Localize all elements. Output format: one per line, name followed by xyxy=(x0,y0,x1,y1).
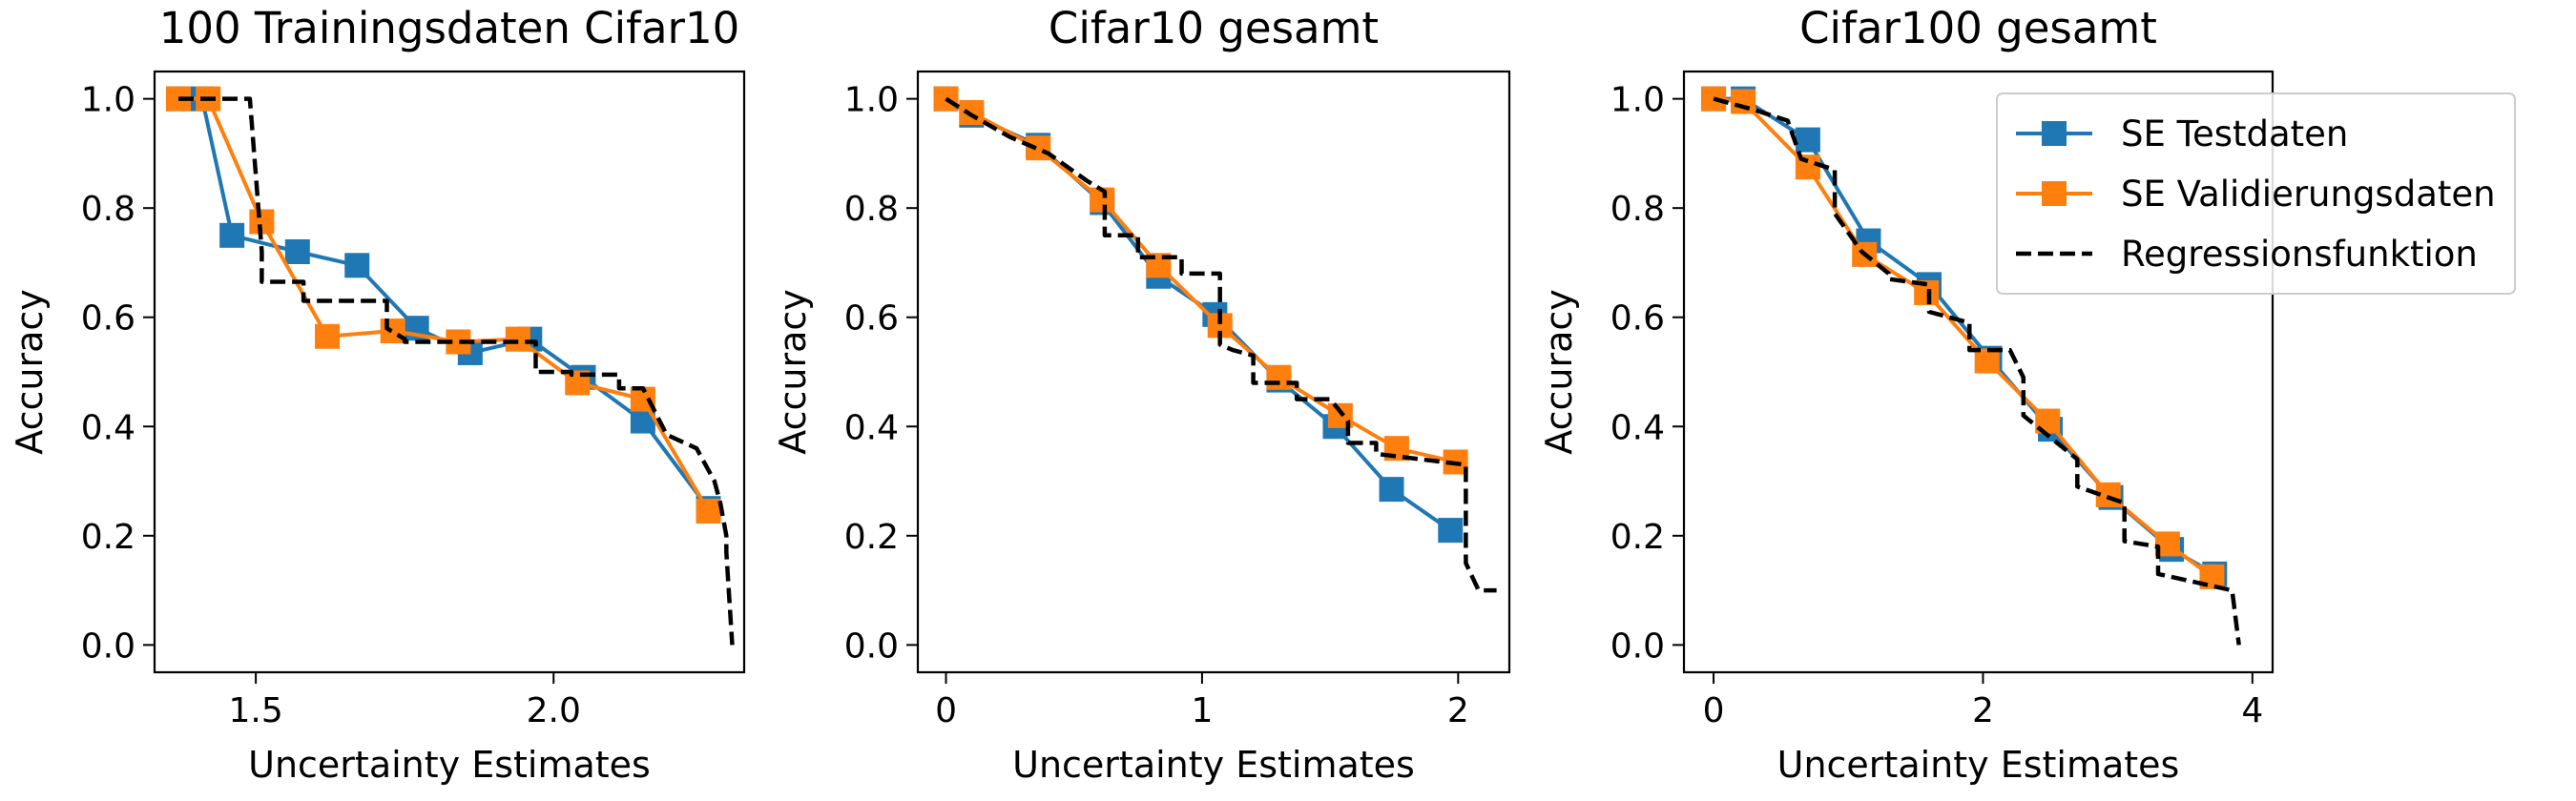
x-tick-label: 4 xyxy=(2241,691,2263,730)
x-tick-label: 2.0 xyxy=(527,691,581,730)
x-axis-label: Uncertainty Estimates xyxy=(1777,744,2180,786)
legend-frame xyxy=(1996,92,2516,295)
legend-label: Regressionsfunktion xyxy=(2121,234,2478,275)
x-tick-label: 2 xyxy=(1972,691,1994,730)
x-tick-label: 1.5 xyxy=(228,691,282,730)
y-axis-label: Accuracy xyxy=(772,289,814,455)
x-axis-label: Uncertainty Estimates xyxy=(1012,744,1415,786)
y-tick-label: 0.2 xyxy=(844,518,899,557)
axes-frame xyxy=(153,70,746,674)
legend-marker xyxy=(2042,121,2067,146)
chart-title: Cifar100 gesamt xyxy=(1799,3,2157,53)
chart-title: Cifar10 gesamt xyxy=(1049,3,1379,53)
axes-frame xyxy=(916,70,1511,674)
series-line-se-validierungsdaten xyxy=(945,96,1457,464)
series-line-se-testdaten xyxy=(945,96,1452,532)
data-point-marker xyxy=(284,239,310,264)
data-point-marker xyxy=(505,326,530,352)
data-point-marker xyxy=(1379,477,1404,503)
data-point-marker xyxy=(959,99,985,125)
plot-area xyxy=(1701,86,2241,646)
panel-1: 100 Trainingsdaten Cifar10 1.5 2.0 0.0 0.2 0.… xyxy=(9,3,746,786)
y-tick-label: 0.8 xyxy=(1610,190,1665,229)
y-tick-label: 0.0 xyxy=(1610,626,1665,666)
axes-frame xyxy=(1682,70,2275,674)
series-line-regressionsfunktion xyxy=(1713,96,2241,646)
data-point-marker xyxy=(1974,348,2000,374)
legend-marker xyxy=(2042,181,2067,206)
y-tick-label: 0.6 xyxy=(844,299,899,339)
y-tick-label: 0.0 xyxy=(844,626,899,666)
data-point-marker xyxy=(696,499,721,524)
x-tick-label: 0 xyxy=(1703,691,1725,730)
series-line-se-validierungsdaten xyxy=(1713,96,2213,579)
data-point-marker xyxy=(344,253,370,278)
data-point-marker xyxy=(1731,89,1756,114)
y-tick-label: 1.0 xyxy=(81,81,135,120)
y-tick-label: 0.4 xyxy=(1610,408,1665,447)
x-tick-label: 1 xyxy=(1191,691,1213,730)
x-tick-label: 0 xyxy=(935,691,957,730)
y-tick-label: 1.0 xyxy=(844,81,899,120)
data-point-marker xyxy=(1795,127,1820,153)
y-tick-label: 1.0 xyxy=(1610,81,1665,120)
y-tick-label: 0.6 xyxy=(1610,299,1665,339)
y-tick-label: 0.4 xyxy=(81,408,135,447)
y-tick-label: 0.2 xyxy=(1610,518,1665,557)
y-tick-label: 0.4 xyxy=(844,408,899,447)
chart-title: 100 Trainingsdaten Cifar10 xyxy=(159,3,740,53)
data-point-marker xyxy=(315,323,341,349)
data-point-marker xyxy=(1266,364,1292,390)
data-point-marker xyxy=(219,222,245,248)
series-line-se-validierungsdaten xyxy=(178,96,711,513)
data-point-marker xyxy=(1438,518,1464,544)
panel-3: Cifar100 gesamt 0 2 4 0.0 0.2 0.4 0.6 0.8 1.0 Unce… xyxy=(1538,3,2275,786)
data-point-marker xyxy=(1701,86,1727,112)
y-axis-label: Accuracy xyxy=(9,289,51,455)
plot-area xyxy=(165,86,735,646)
series-line-se-testdaten xyxy=(178,96,711,510)
panel-2: Cifar10 gesamt 0 1 2 0.0 0.2 0.4 0.6 0.8 1.0 Uncer… xyxy=(772,3,1511,786)
y-tick-label: 0.8 xyxy=(844,190,899,229)
series-line-regressionsfunktion xyxy=(945,96,1497,593)
y-axis-label: Accuracy xyxy=(1538,289,1580,455)
x-tick-label: 2 xyxy=(1447,691,1469,730)
x-axis-label: Uncertainty Estimates xyxy=(248,744,651,786)
series-line-regressionsfunktion xyxy=(178,96,735,646)
y-tick-label: 0.6 xyxy=(81,299,135,339)
plot-area xyxy=(933,86,1497,593)
data-point-marker xyxy=(1026,135,1051,161)
legend-label: SE Validierungsdaten xyxy=(2121,174,2496,215)
y-tick-label: 0.2 xyxy=(81,518,135,557)
legend-label: SE Testdaten xyxy=(2121,113,2348,154)
y-tick-label: 0.0 xyxy=(81,626,135,666)
y-tick-label: 0.8 xyxy=(81,190,135,229)
legend: SE Testdaten SE Validierungsdaten Regressi… xyxy=(1996,92,2516,295)
